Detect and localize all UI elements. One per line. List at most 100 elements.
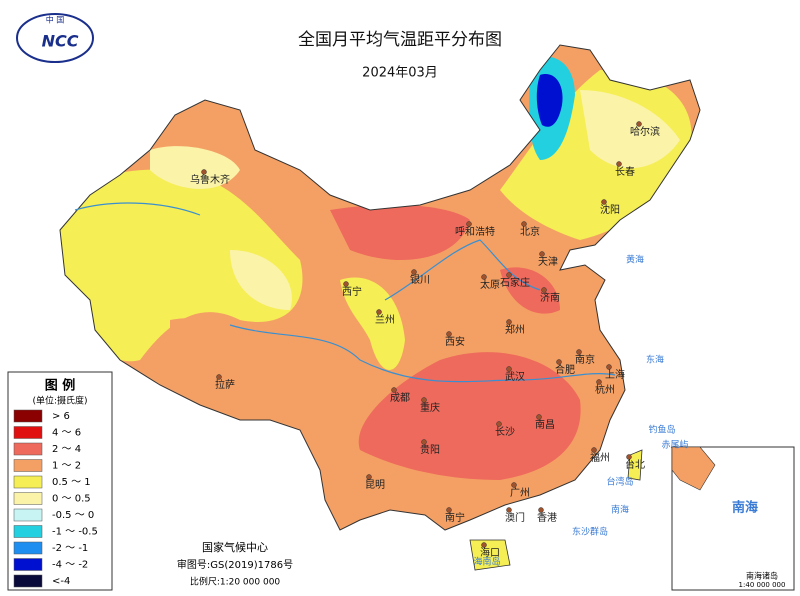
city-marker bbox=[506, 507, 512, 513]
legend-label: 1 ～ 2 bbox=[52, 461, 81, 472]
city-marker bbox=[541, 287, 547, 293]
city-label: 南昌 bbox=[535, 418, 555, 431]
city-marker bbox=[538, 507, 544, 513]
city-label: 兰州 bbox=[375, 313, 395, 326]
footer-org: 国家气候中心 bbox=[202, 540, 268, 554]
city-marker bbox=[496, 421, 502, 427]
hainan bbox=[469, 539, 511, 571]
legend-swatch bbox=[13, 409, 43, 423]
city-label: 澳门 bbox=[505, 511, 525, 524]
legend-label: > 6 bbox=[52, 411, 70, 422]
legend-swatch bbox=[13, 492, 43, 505]
city-marker bbox=[421, 397, 427, 403]
legend-swatch bbox=[13, 525, 43, 538]
inset-caption: 南海诸岛 bbox=[746, 571, 778, 581]
legend-swatch bbox=[13, 426, 43, 439]
city-label: 南宁 bbox=[445, 511, 465, 524]
city-marker bbox=[481, 274, 487, 280]
city-marker bbox=[606, 364, 612, 370]
legend-swatch bbox=[13, 558, 43, 571]
city-marker bbox=[539, 251, 545, 257]
city-marker bbox=[201, 169, 207, 175]
city-label: 拉萨 bbox=[215, 378, 235, 391]
city-label: 成都 bbox=[390, 392, 410, 404]
legend-unit: (单位:摄氏度) bbox=[32, 395, 87, 407]
city-marker bbox=[343, 281, 349, 287]
inset-scale: 1:40 000 000 bbox=[739, 581, 786, 589]
city-label: 乌鲁木齐 bbox=[190, 173, 230, 186]
city-marker bbox=[216, 374, 222, 380]
city-marker bbox=[481, 542, 487, 548]
city-marker bbox=[596, 379, 602, 385]
city-label: 西安 bbox=[445, 335, 465, 348]
city-marker bbox=[446, 331, 452, 337]
city-marker bbox=[506, 319, 512, 325]
city-marker bbox=[511, 482, 517, 488]
city-label: 长沙 bbox=[495, 426, 515, 438]
city-label: 郑州 bbox=[505, 323, 525, 336]
logo: 中 国 NCC bbox=[16, 13, 94, 63]
legend-swatch bbox=[13, 475, 43, 489]
city-label: 北京 bbox=[520, 225, 540, 238]
city-marker bbox=[446, 507, 452, 513]
legend-label: 0 ～ 0.5 bbox=[52, 494, 91, 505]
inset-title: 南海 bbox=[732, 500, 758, 516]
sea-label: 台湾岛 bbox=[606, 476, 633, 488]
city-label: 台北 bbox=[625, 458, 645, 471]
city-marker bbox=[616, 161, 622, 167]
inset-land bbox=[671, 446, 716, 491]
city-label: 哈尔滨 bbox=[630, 125, 660, 138]
city-marker bbox=[601, 199, 607, 205]
city-label: 贵阳 bbox=[420, 443, 440, 456]
city-label: 呼和浩特 bbox=[455, 226, 495, 238]
city-label: 石家庄 bbox=[500, 276, 530, 289]
city-label: 香港 bbox=[537, 512, 557, 524]
city-label: 昆明 bbox=[365, 479, 385, 491]
city-label: 银川 bbox=[410, 273, 430, 286]
city-marker bbox=[536, 414, 542, 420]
city-label: 海口 bbox=[480, 546, 500, 559]
city-marker bbox=[376, 309, 382, 315]
legend-swatch bbox=[13, 508, 43, 522]
footer-approval: 审图号:GS(2019)1786号 bbox=[177, 558, 293, 571]
legend-swatch bbox=[13, 442, 43, 456]
legend-label: -2 ～ -1 bbox=[52, 543, 88, 554]
city-label: 广州 bbox=[510, 487, 530, 499]
legend-label: <-4 bbox=[52, 576, 70, 587]
city-label: 合肥 bbox=[555, 363, 575, 376]
sea-label: 东沙群岛 bbox=[572, 526, 608, 538]
sea-label: 赤尾屿 bbox=[661, 440, 688, 451]
legend-label: 0.5 ～ 1 bbox=[52, 477, 91, 488]
logo-top: 中 国 bbox=[46, 15, 65, 25]
city-label: 济南 bbox=[540, 291, 560, 304]
city-marker bbox=[521, 221, 527, 227]
legend-label: -0.5 ～ 0 bbox=[52, 510, 94, 521]
city-marker bbox=[556, 359, 562, 365]
city-label: 武汉 bbox=[505, 370, 525, 383]
legend-swatch bbox=[13, 574, 43, 588]
city-marker bbox=[421, 439, 427, 445]
city-label: 福州 bbox=[590, 451, 610, 464]
city-label: 杭州 bbox=[595, 383, 615, 396]
sea-label: 东海 bbox=[646, 354, 664, 366]
city-label: 太原 bbox=[480, 278, 500, 291]
title: 全国月平均气温距平分布图 bbox=[298, 30, 502, 50]
city-marker bbox=[506, 272, 512, 278]
sea-label: 黄海 bbox=[626, 254, 644, 266]
sea-label: 南海 bbox=[611, 504, 629, 516]
city-label: 南京 bbox=[575, 353, 595, 366]
city-label: 天津 bbox=[538, 256, 558, 268]
legend-swatch bbox=[13, 541, 43, 555]
city-marker bbox=[391, 387, 397, 393]
city-label: 上海 bbox=[605, 368, 625, 381]
footer-scale: 比例尺:1:20 000 000 bbox=[190, 576, 281, 588]
city-marker bbox=[411, 269, 417, 275]
sea-label: 海南岛 bbox=[473, 556, 500, 568]
legend-label: -1 ～ -0.5 bbox=[52, 527, 98, 538]
city-label: 重庆 bbox=[420, 401, 440, 414]
city-marker bbox=[466, 221, 472, 227]
city-label: 沈阳 bbox=[600, 203, 620, 216]
subtitle: 2024年03月 bbox=[362, 66, 438, 81]
city-marker bbox=[576, 349, 582, 355]
